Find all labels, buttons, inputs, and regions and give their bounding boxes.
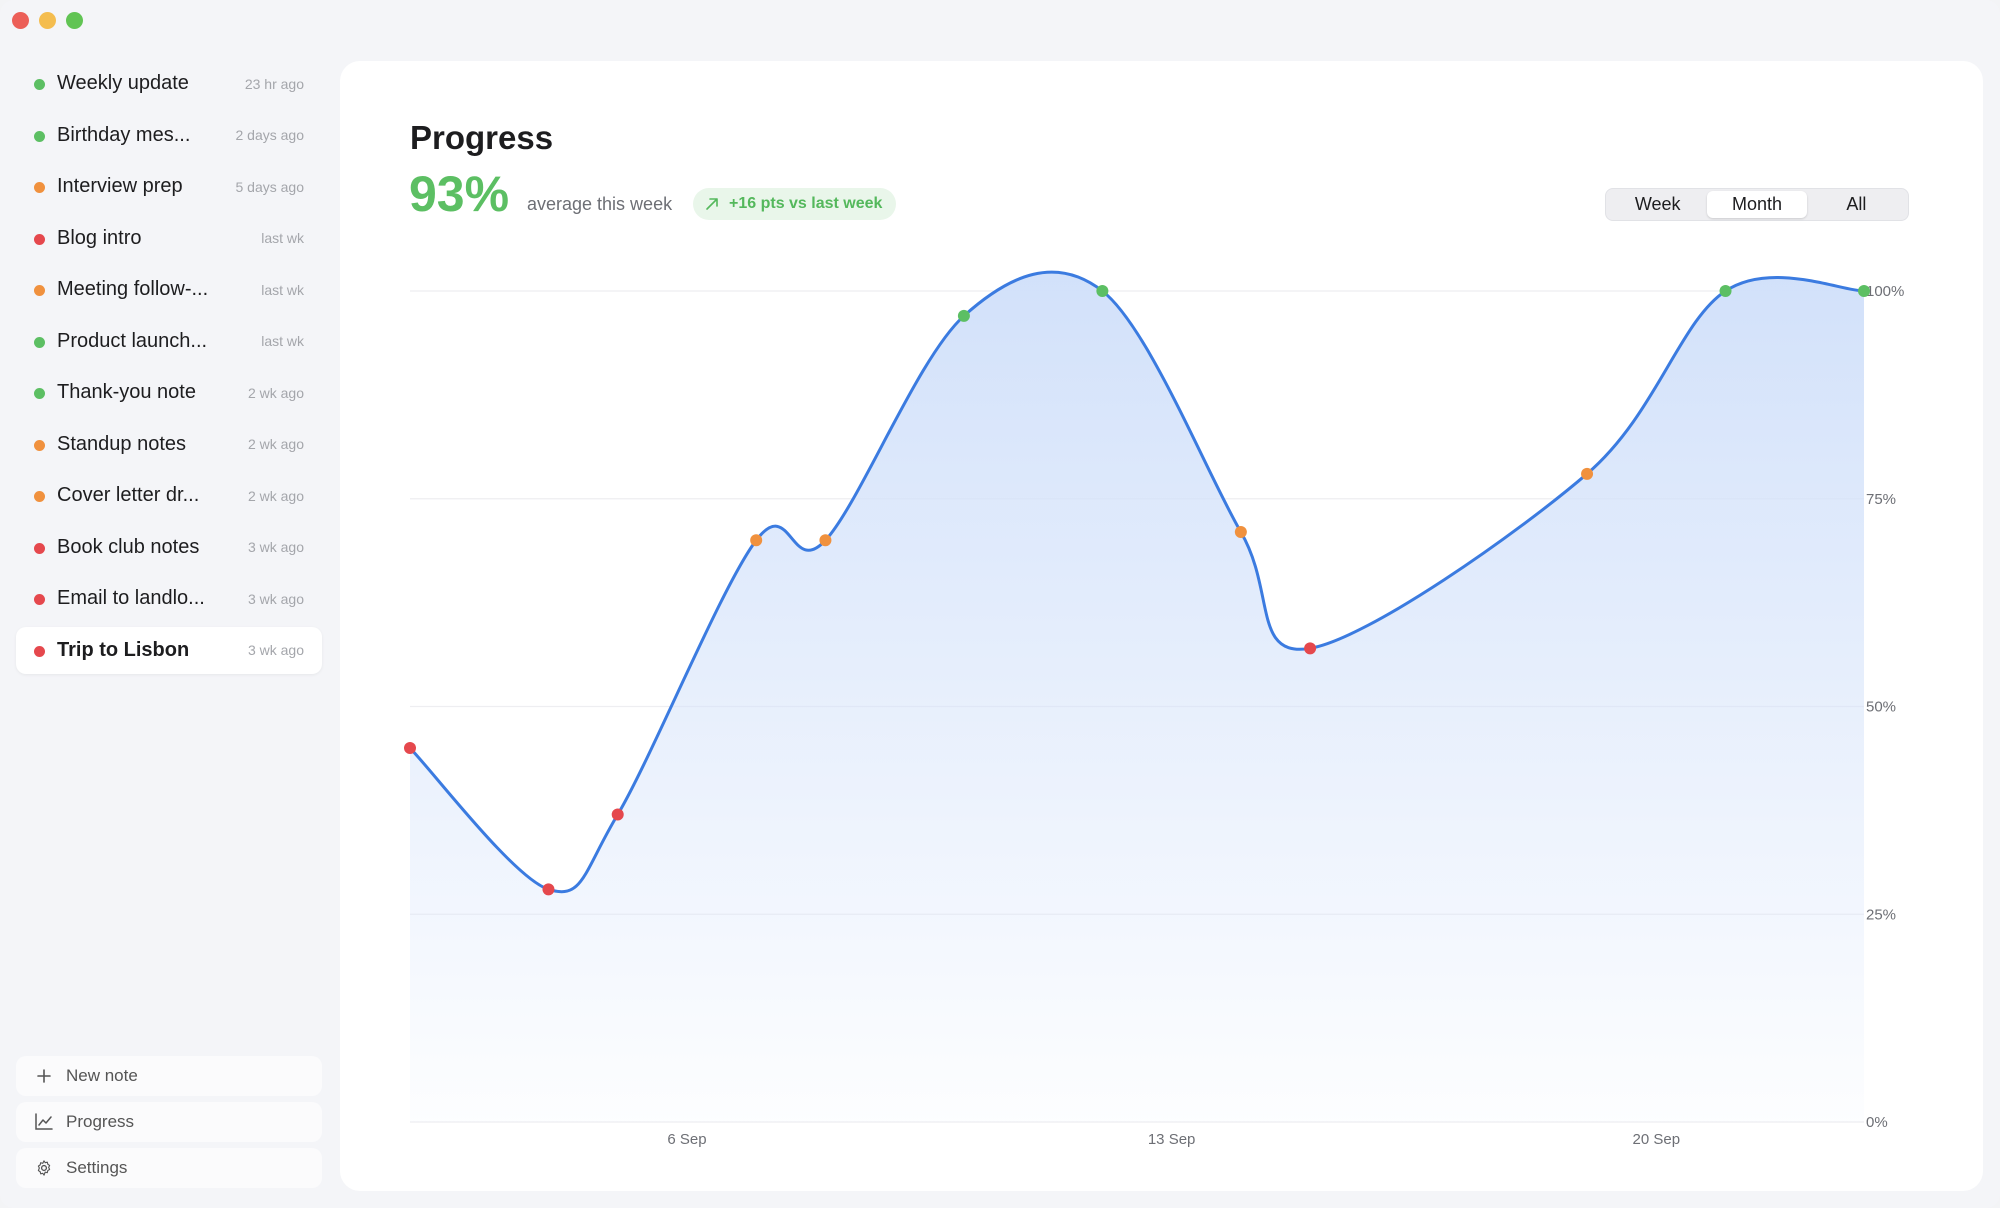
status-dot	[34, 130, 45, 142]
y-tick-label: 25%	[1866, 906, 1896, 923]
data-point	[1304, 642, 1317, 655]
note-title: Blog intro	[57, 226, 142, 249]
gear-icon	[34, 1158, 54, 1178]
status-dot	[34, 388, 45, 399]
x-tick-label: 13 Sep	[1148, 1131, 1196, 1148]
status-dot	[34, 542, 45, 554]
status-dot	[34, 79, 45, 90]
note-title: Cover letter dr...	[57, 484, 200, 506]
note-title: Product launch...	[57, 329, 208, 352]
note-timestamp: 23 hr ago	[244, 75, 304, 92]
note-title: Trip to Lisbon	[57, 638, 190, 661]
chart-line-icon	[34, 1112, 54, 1132]
new-note-button[interactable]: New note	[16, 1056, 322, 1096]
data-point	[1581, 467, 1594, 480]
y-tick-label: 50%	[1866, 699, 1896, 716]
note-timestamp: 2 wk ago	[247, 436, 304, 452]
delta-badge: +16 pts vs last week	[693, 188, 897, 220]
range-selector: Week Month All	[1605, 188, 1909, 221]
note-list-item[interactable]: Meeting follow-... last wk	[16, 266, 322, 313]
average-value: 93%	[409, 166, 510, 222]
note-timestamp: 3 wk ago	[247, 590, 304, 607]
status-dot	[34, 645, 45, 657]
data-point	[819, 534, 832, 547]
note-list-item[interactable]: Blog intro last wk	[16, 215, 322, 262]
close-window-button[interactable]	[12, 12, 29, 29]
data-point	[1234, 525, 1247, 538]
progress-nav-button[interactable]: Progress	[16, 1102, 322, 1142]
status-dot	[34, 285, 45, 296]
y-tick-label: 75%	[1866, 491, 1896, 508]
note-timestamp: 2 wk ago	[247, 384, 304, 401]
range-option-all[interactable]: All	[1846, 194, 1867, 214]
window-controls	[12, 12, 83, 29]
note-timestamp: 3 wk ago	[247, 642, 304, 658]
note-list-item[interactable]: Birthday mes... 2 days ago	[16, 112, 322, 159]
note-title: Standup notes	[57, 432, 186, 455]
settings-nav-label: Settings	[66, 1158, 128, 1177]
note-title: Thank-you note	[57, 381, 196, 403]
notes-sidebar: Weekly update 23 hr ago Birthday mes... 2 d…	[16, 60, 322, 678]
data-point	[1858, 285, 1870, 297]
note-timestamp: last wk	[261, 281, 304, 298]
maximize-window-button[interactable]	[66, 12, 83, 29]
average-caption: average this week	[527, 194, 673, 214]
note-title: Meeting follow-...	[57, 278, 209, 300]
status-dot	[34, 233, 45, 245]
status-dot	[34, 439, 45, 451]
data-point	[750, 534, 763, 547]
area-fill	[410, 272, 1864, 1122]
note-title: Birthday mes...	[57, 123, 191, 146]
progress-chart: 0% 25% 50% 75% 100% 6 Sep 13 Sep 20 Sep	[404, 270, 1904, 1148]
note-list-item[interactable]: Cover letter dr... 2 wk ago	[16, 472, 322, 519]
range-option-week[interactable]: Week	[1634, 194, 1681, 214]
note-timestamp: 5 days ago	[235, 178, 305, 195]
progress-panel: Progress 93% average this week +16 pts v…	[340, 61, 1983, 1191]
data-point	[404, 742, 416, 755]
range-option-month[interactable]: Month	[1707, 191, 1807, 218]
note-list-item[interactable]: Book club notes 3 wk ago	[16, 524, 322, 571]
note-list-item[interactable]: Product launch... last wk	[16, 318, 322, 365]
note-list-item[interactable]: Thank-you note 2 wk ago	[16, 369, 322, 416]
note-title: Book club notes	[57, 535, 200, 558]
x-tick-label: 6 Sep	[667, 1131, 706, 1148]
note-list-item[interactable]: Interview prep 5 days ago	[16, 163, 322, 210]
note-list-item[interactable]: Trip to Lisbon 3 wk ago	[16, 626, 322, 674]
status-dot	[34, 594, 45, 605]
arrow-up-right-icon	[705, 197, 719, 211]
delta-text: +16 pts vs last week	[729, 195, 883, 212]
progress-nav-label: Progress	[66, 1112, 135, 1131]
data-point	[542, 883, 555, 896]
data-point	[611, 808, 624, 821]
note-timestamp: last wk	[261, 333, 304, 349]
data-point	[1719, 285, 1732, 297]
note-list-item[interactable]: Weekly update 23 hr ago	[16, 60, 322, 107]
data-point	[1096, 285, 1109, 297]
note-timestamp: last wk	[261, 230, 304, 246]
y-tick-label: 100%	[1866, 283, 1904, 300]
note-title: Weekly update	[57, 72, 189, 94]
note-timestamp: 3 wk ago	[247, 539, 304, 555]
y-tick-label: 0%	[1866, 1114, 1888, 1131]
data-point	[957, 309, 970, 322]
status-dot	[34, 336, 45, 348]
note-timestamp: 2 days ago	[235, 127, 305, 143]
note-title: Interview prep	[57, 175, 183, 197]
note-list-item[interactable]: Email to landlo... 3 wk ago	[16, 575, 322, 622]
note-timestamp: 2 wk ago	[247, 487, 304, 504]
plus-icon	[34, 1066, 54, 1086]
note-list-item[interactable]: Standup notes 2 wk ago	[16, 421, 322, 468]
sidebar-actions: New note Progress Settings	[16, 1056, 322, 1194]
page-title: Progress	[410, 119, 554, 156]
minimize-window-button[interactable]	[39, 12, 56, 29]
status-dot	[34, 182, 45, 193]
settings-nav-button[interactable]: Settings	[16, 1148, 322, 1188]
x-tick-label: 20 Sep	[1633, 1131, 1681, 1148]
note-title: Email to landlo...	[57, 587, 205, 609]
new-note-label: New note	[66, 1066, 138, 1085]
status-dot	[34, 491, 45, 502]
